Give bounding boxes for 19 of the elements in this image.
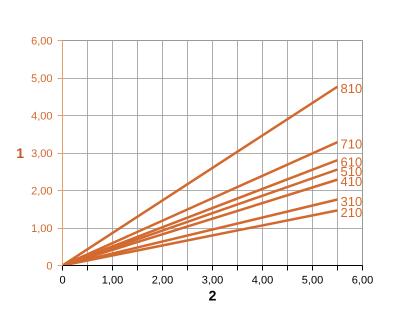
y-tick-label: 0 <box>46 260 53 272</box>
y-tick-label: 5,00 <box>31 73 53 85</box>
x-tick-label: 6,00 <box>352 274 374 286</box>
series-label: 710 <box>340 136 362 152</box>
y-tick-label: 1,00 <box>31 223 53 235</box>
series-label: 310 <box>340 194 362 209</box>
x-tick-label: 4,00 <box>252 274 274 286</box>
y-tick-label: 4,00 <box>31 110 53 122</box>
y-tick-label: 6,00 <box>31 36 53 48</box>
x-tick-label: 2,00 <box>152 274 174 286</box>
x-tick-label: 5,00 <box>302 274 324 286</box>
y-tick-label: 2,00 <box>31 186 53 198</box>
x-axis-title: 2 <box>208 288 217 304</box>
y-tick-label: 3,00 <box>31 148 53 160</box>
series-label: 810 <box>340 81 362 96</box>
y-axis-title: 1 <box>16 145 24 161</box>
x-tick-label: 0 <box>59 274 66 286</box>
x-tick-label: 1,00 <box>102 274 124 286</box>
x-tick-label: 3,00 <box>202 274 224 286</box>
